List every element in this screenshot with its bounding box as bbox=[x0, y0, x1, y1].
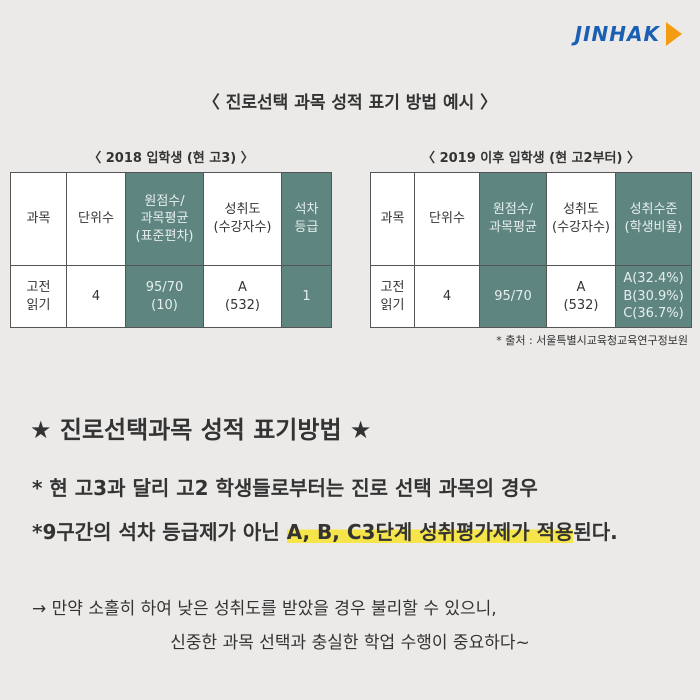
cell: 95/70 bbox=[479, 265, 547, 328]
header-cell: 성취수준 (학생비율) bbox=[615, 172, 692, 266]
note: → 만약 소홀히 하여 낮은 성취도를 받았을 경우 불리할 수 있으니, bbox=[32, 599, 497, 619]
header-cell: 성취도 (수강자수) bbox=[203, 172, 282, 266]
header-cell: 원점수/ 과목평균 bbox=[479, 172, 547, 266]
source: * 출처 : 서울특별시교육청교육연구정보원 bbox=[496, 334, 688, 347]
cell: 95/70 (10) bbox=[125, 265, 204, 328]
header-cell: 석차 등급 bbox=[281, 172, 332, 266]
data-row: 고전 읽기 4 95/70 A (532) A(32.4%) B(30.9%) … bbox=[370, 265, 692, 328]
table-caption: 〈 2019 이후 입학생 (현 고2부터) 〉 bbox=[422, 151, 640, 166]
header-cell: 단위수 bbox=[66, 172, 126, 266]
highlight: A, B, C3단계 성취평가제가 적용 bbox=[286, 520, 574, 544]
table: 과목 단위수 원점수/ 과목평균 성취도 (수강자수) 성취수준 (학생비율) … bbox=[370, 172, 692, 328]
body-line: * 현 고3과 달리 고2 학생들로부터는 진로 선택 과목의 경우 bbox=[32, 476, 538, 500]
header-row: 과목 단위수 원점수/ 과목평균 (표준편차) 성취도 (수강자수) 석차 등급 bbox=[10, 172, 332, 266]
body-line: *9구간의 석차 등급제가 아닌 A, B, C3단계 성취평가제가 적용된다. bbox=[32, 516, 618, 545]
logo-arrow bbox=[666, 22, 682, 46]
section-heading: ★ 진로선택과목 성적 표기방법 ★ bbox=[30, 416, 372, 444]
note: 신중한 과목 선택과 충실한 학업 수행이 중요하다~ bbox=[170, 633, 530, 653]
header-cell: 과목 bbox=[10, 172, 67, 266]
header-cell: 과목 bbox=[370, 172, 415, 266]
table: 과목 단위수 원점수/ 과목평균 (표준편차) 성취도 (수강자수) 석차 등급… bbox=[10, 172, 332, 328]
logo: JINHAK bbox=[574, 22, 660, 46]
text: 된다. bbox=[573, 520, 618, 544]
cell: 고전 읽기 bbox=[370, 265, 415, 328]
cell: A (532) bbox=[546, 265, 616, 328]
header-cell: 단위수 bbox=[414, 172, 480, 266]
header-cell: 원점수/ 과목평균 (표준편차) bbox=[125, 172, 204, 266]
title: 〈 진로선택 과목 성적 표기 방법 예시 〉 bbox=[202, 93, 498, 113]
cell: A (532) bbox=[203, 265, 282, 328]
text: *9구간의 석차 등급제가 아닌 bbox=[32, 520, 287, 544]
cell: 고전 읽기 bbox=[10, 265, 67, 328]
table-caption: 〈 2018 입학생 (현 고3) 〉 bbox=[88, 151, 254, 166]
cell: A(32.4%) B(30.9%) C(36.7%) bbox=[615, 265, 692, 328]
header-cell: 성취도 (수강자수) bbox=[546, 172, 616, 266]
data-row: 고전 읽기 4 95/70 (10) A (532) 1 bbox=[10, 265, 332, 328]
cell: 1 bbox=[281, 265, 332, 328]
cell: 4 bbox=[414, 265, 480, 328]
cell: 4 bbox=[66, 265, 126, 328]
header-row: 과목 단위수 원점수/ 과목평균 성취도 (수강자수) 성취수준 (학생비율) bbox=[370, 172, 692, 266]
